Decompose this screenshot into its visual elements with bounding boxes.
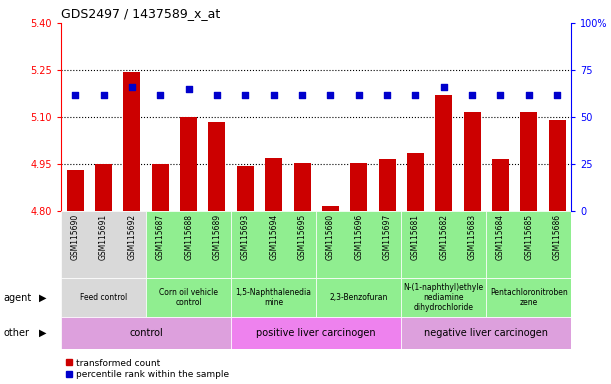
Text: positive liver carcinogen: positive liver carcinogen xyxy=(257,328,376,338)
Bar xyxy=(316,211,401,278)
Text: GSM115683: GSM115683 xyxy=(467,214,477,260)
Point xyxy=(212,91,222,98)
Text: Pentachloronitroben
zene: Pentachloronitroben zene xyxy=(490,288,568,307)
Text: GSM115689: GSM115689 xyxy=(213,214,222,260)
Point xyxy=(439,84,448,90)
Bar xyxy=(407,153,424,211)
Point xyxy=(184,86,194,92)
Bar xyxy=(492,159,509,211)
Bar xyxy=(316,278,401,317)
Text: GSM115694: GSM115694 xyxy=(269,214,278,260)
Text: ▶: ▶ xyxy=(38,293,46,303)
Text: N-(1-naphthyl)ethyle
nediamine
dihydrochloride: N-(1-naphthyl)ethyle nediamine dihydroch… xyxy=(404,283,484,313)
Bar xyxy=(486,211,571,278)
Text: GSM115682: GSM115682 xyxy=(439,214,448,260)
Point xyxy=(411,91,420,98)
Text: ▶: ▶ xyxy=(38,328,46,338)
Bar xyxy=(95,164,112,211)
Text: GSM115690: GSM115690 xyxy=(71,214,80,260)
Bar xyxy=(146,278,231,317)
Text: GSM115693: GSM115693 xyxy=(241,214,250,260)
Text: negative liver carcinogen: negative liver carcinogen xyxy=(424,328,548,338)
Point xyxy=(127,84,137,90)
Bar xyxy=(401,211,486,278)
Bar xyxy=(549,120,566,211)
Bar xyxy=(293,162,310,211)
Text: GSM115680: GSM115680 xyxy=(326,214,335,260)
Point xyxy=(467,91,477,98)
Bar xyxy=(67,170,84,211)
Bar xyxy=(123,72,141,211)
Legend: transformed count, percentile rank within the sample: transformed count, percentile rank withi… xyxy=(65,359,230,379)
Bar xyxy=(61,278,146,317)
Bar xyxy=(521,113,537,211)
Text: agent: agent xyxy=(3,293,31,303)
Bar xyxy=(464,113,481,211)
Bar xyxy=(180,117,197,211)
Point xyxy=(297,91,307,98)
Bar xyxy=(401,278,486,317)
Bar xyxy=(61,317,231,349)
Point xyxy=(382,91,392,98)
Text: GSM115691: GSM115691 xyxy=(99,214,108,260)
Bar xyxy=(486,278,571,317)
Text: GSM115692: GSM115692 xyxy=(128,214,136,260)
Text: GSM115697: GSM115697 xyxy=(382,214,392,260)
Bar xyxy=(350,162,367,211)
Bar xyxy=(231,278,316,317)
Text: GSM115696: GSM115696 xyxy=(354,214,363,260)
Text: 1,5-Naphthalenedia
mine: 1,5-Naphthalenedia mine xyxy=(236,288,312,307)
Text: GDS2497 / 1437589_x_at: GDS2497 / 1437589_x_at xyxy=(61,7,221,20)
Text: GSM115686: GSM115686 xyxy=(552,214,562,260)
Text: Feed control: Feed control xyxy=(80,293,127,302)
Bar xyxy=(379,159,395,211)
Text: Corn oil vehicle
control: Corn oil vehicle control xyxy=(159,288,218,307)
Point xyxy=(241,91,251,98)
Bar xyxy=(231,211,316,278)
Bar xyxy=(208,122,225,211)
Point xyxy=(99,91,109,98)
Bar xyxy=(61,211,146,278)
Point xyxy=(524,91,533,98)
Text: GSM115685: GSM115685 xyxy=(524,214,533,260)
Point xyxy=(326,91,335,98)
Bar xyxy=(401,317,571,349)
Text: control: control xyxy=(130,328,163,338)
Text: GSM115695: GSM115695 xyxy=(298,214,307,260)
Point xyxy=(552,91,562,98)
Text: GSM115687: GSM115687 xyxy=(156,214,165,260)
Bar xyxy=(265,158,282,211)
Bar xyxy=(146,211,231,278)
Point xyxy=(354,91,364,98)
Point xyxy=(155,91,165,98)
Point xyxy=(496,91,505,98)
Text: GSM115684: GSM115684 xyxy=(496,214,505,260)
Text: 2,3-Benzofuran: 2,3-Benzofuran xyxy=(329,293,388,302)
Point xyxy=(269,91,279,98)
Bar xyxy=(435,95,452,211)
Bar xyxy=(322,207,339,211)
Text: GSM115688: GSM115688 xyxy=(184,214,193,260)
Bar xyxy=(152,164,169,211)
Point xyxy=(70,91,80,98)
Bar xyxy=(231,317,401,349)
Bar xyxy=(237,166,254,211)
Text: other: other xyxy=(3,328,29,338)
Text: GSM115681: GSM115681 xyxy=(411,214,420,260)
